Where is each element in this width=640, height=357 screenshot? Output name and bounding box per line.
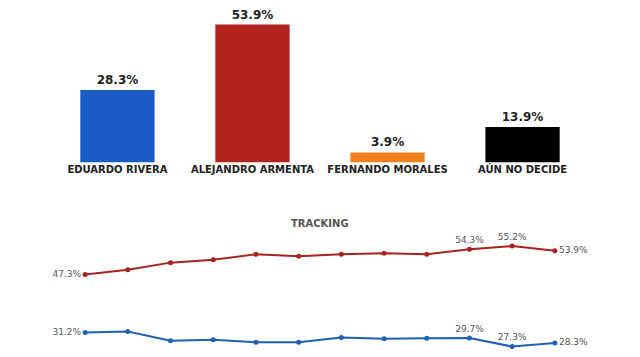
svg-text:54.3%: 54.3% xyxy=(455,235,484,245)
svg-text:3.9%: 3.9% xyxy=(371,135,404,149)
svg-text:EDUARDO RIVERA: EDUARDO RIVERA xyxy=(67,164,167,175)
svg-text:TRACKING: TRACKING xyxy=(291,218,349,229)
svg-text:28.3%: 28.3% xyxy=(97,73,139,87)
svg-text:ALEJANDRO ARMENTA: ALEJANDRO ARMENTA xyxy=(191,164,314,175)
svg-text:29.7%: 29.7% xyxy=(455,324,484,334)
svg-text:27.3%: 27.3% xyxy=(498,332,527,342)
svg-text:53.9%: 53.9% xyxy=(232,8,274,22)
svg-text:28.3%: 28.3% xyxy=(559,337,588,347)
svg-text:47.3%: 47.3% xyxy=(52,269,81,279)
svg-text:AÚN NO DECIDE: AÚN NO DECIDE xyxy=(478,163,567,175)
svg-text:53.9%: 53.9% xyxy=(559,245,588,255)
svg-text:FERNANDO MORALES: FERNANDO MORALES xyxy=(327,164,447,175)
svg-text:55.2%: 55.2% xyxy=(498,232,527,242)
svg-text:31.2%: 31.2% xyxy=(52,327,81,337)
svg-text:13.9%: 13.9% xyxy=(502,110,544,124)
